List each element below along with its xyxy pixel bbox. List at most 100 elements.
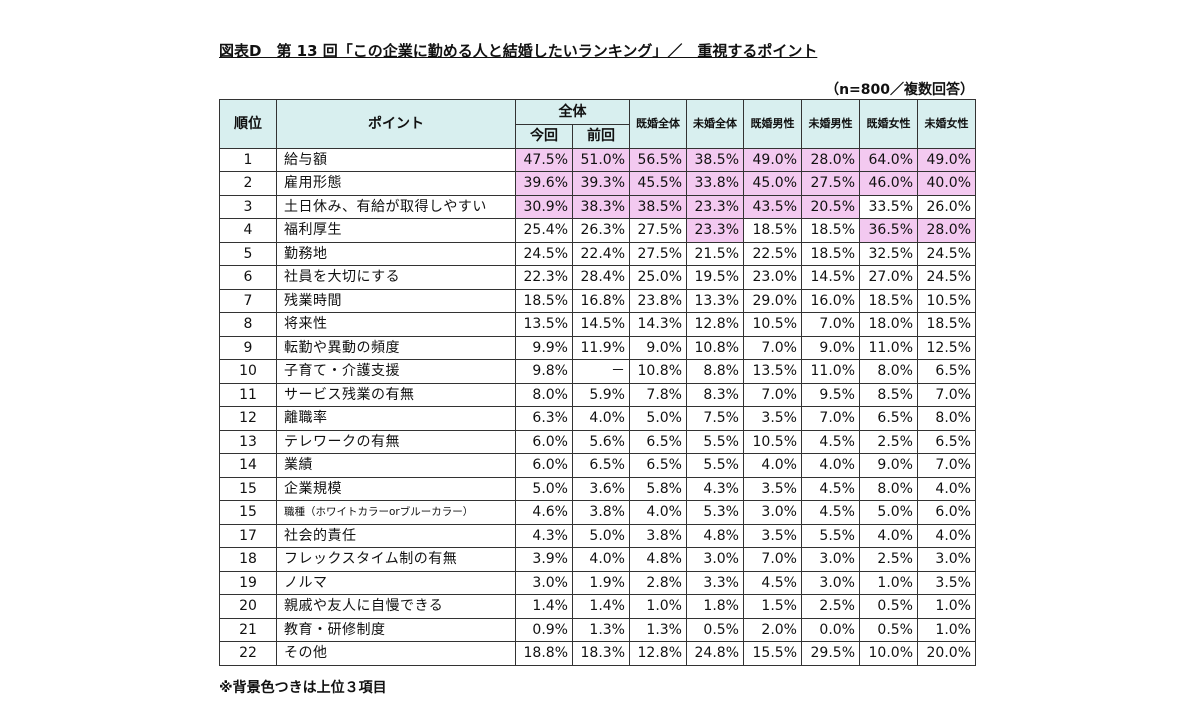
value-cell: 18.5% — [743, 218, 802, 243]
value-cell: 2.0% — [743, 617, 802, 642]
rank-cell: 22 — [219, 641, 277, 666]
value-cell: 13.3% — [686, 288, 744, 313]
point-cell: フレックスタイム制の有無 — [276, 547, 516, 572]
value-cell: 0.5% — [859, 594, 918, 619]
table-row: 7 残業時間 18.5% 16.8% 23.8% 13.3% 29.0% 16.0% 18.5%… — [219, 288, 976, 313]
value-cell: 9.0% — [629, 335, 687, 360]
value-cell: 40.0% — [917, 171, 976, 196]
value-cell: 1.5% — [743, 594, 802, 619]
value-cell: 27.0% — [859, 265, 918, 290]
table-row: 14 業績 6.0% 6.5% 6.5% 5.5% 4.0% 4.0% 9.0% 7.0% — [219, 453, 976, 478]
rank-cell: 15 — [219, 500, 277, 525]
value-cell: 43.5% — [743, 194, 802, 219]
header-married-female: 既婚女性 — [859, 99, 918, 149]
value-cell: 7.0% — [801, 312, 860, 337]
value-cell: 4.6% — [515, 500, 573, 525]
rank-cell: 15 — [219, 476, 277, 501]
value-cell: 10.8% — [629, 359, 687, 384]
ranking-table-container: 順位 ポイント 全体 既婚全体 未婚全体 既婚男性 未婚男性 既婚女性 未婚女性… — [219, 99, 976, 666]
value-cell: 27.5% — [629, 218, 687, 243]
table-row: 19 ノルマ 3.0% 1.9% 2.8% 3.3% 4.5% 3.0% 1.0% 3.5% — [219, 570, 976, 595]
table-row: 9 転勤や異動の頻度 9.9% 11.9% 9.0% 10.8% 7.0% 9.0% 11.0%… — [219, 335, 976, 360]
header-unmarried-female: 未婚女性 — [917, 99, 976, 149]
value-cell: 4.0% — [917, 523, 976, 548]
value-cell: 23.3% — [686, 194, 744, 219]
header-previous: 前回 — [572, 124, 630, 149]
value-cell: 24.8% — [686, 641, 744, 666]
value-cell: 7.0% — [917, 382, 976, 407]
value-cell: 6.0% — [917, 500, 976, 525]
value-cell: 13.5% — [743, 359, 802, 384]
value-cell: 5.0% — [572, 523, 630, 548]
point-cell: サービス残業の有無 — [276, 382, 516, 407]
point-cell: 転勤や異動の頻度 — [276, 335, 516, 360]
value-cell: 7.0% — [743, 335, 802, 360]
value-cell: 16.8% — [572, 288, 630, 313]
value-cell: 6.5% — [572, 453, 630, 478]
value-cell: 28.0% — [801, 147, 860, 172]
value-cell: 20.0% — [917, 641, 976, 666]
point-cell: 給与額 — [276, 147, 516, 172]
value-cell: 4.3% — [515, 523, 573, 548]
table-row: 2 雇用形態 39.6% 39.3% 45.5% 33.8% 45.0% 27.5% 46.0%… — [219, 171, 976, 196]
value-cell: 13.5% — [515, 312, 573, 337]
value-cell: 3.0% — [801, 570, 860, 595]
value-cell: 38.5% — [629, 194, 687, 219]
value-cell: 20.5% — [801, 194, 860, 219]
value-cell: 6.5% — [917, 429, 976, 454]
value-cell: 1.9% — [572, 570, 630, 595]
value-cell: 5.8% — [629, 476, 687, 501]
value-cell: 3.5% — [743, 523, 802, 548]
rank-cell: 18 — [219, 547, 277, 572]
table-row: 5 勤務地 24.5% 22.4% 27.5% 21.5% 22.5% 18.5% 32.5% 2… — [219, 241, 976, 266]
value-cell: 32.5% — [859, 241, 918, 266]
value-cell: 0.5% — [859, 617, 918, 642]
value-cell: 4.5% — [801, 429, 860, 454]
value-cell: 18.5% — [859, 288, 918, 313]
value-cell: 9.8% — [515, 359, 573, 384]
value-cell: 3.5% — [917, 570, 976, 595]
rank-cell: 1 — [219, 147, 277, 172]
value-cell: 47.5% — [515, 147, 573, 172]
value-cell: 64.0% — [859, 147, 918, 172]
header-point: ポイント — [276, 99, 516, 149]
value-cell: 11.9% — [572, 335, 630, 360]
value-cell: 14.5% — [572, 312, 630, 337]
value-cell: 18.3% — [572, 641, 630, 666]
value-cell: 56.5% — [629, 147, 687, 172]
header-unmarried-all: 未婚全体 — [686, 99, 744, 149]
rank-cell: 14 — [219, 453, 277, 478]
header-overall: 全体 — [515, 99, 630, 125]
value-cell: 4.8% — [629, 547, 687, 572]
value-cell: 25.4% — [515, 218, 573, 243]
point-cell: 将来性 — [276, 312, 516, 337]
value-cell: 49.0% — [917, 147, 976, 172]
value-cell: 2.5% — [859, 429, 918, 454]
point-cell: 親戚や友人に自慢できる — [276, 594, 516, 619]
value-cell: 23.0% — [743, 265, 802, 290]
table-row: 20 親戚や友人に自慢できる 1.4% 1.4% 1.0% 1.8% 1.5% 2.5% 0.5… — [219, 594, 976, 619]
value-cell: 8.5% — [859, 382, 918, 407]
value-cell: 3.8% — [572, 500, 630, 525]
value-cell: 9.0% — [801, 335, 860, 360]
value-cell: 4.0% — [917, 476, 976, 501]
value-cell: 4.0% — [572, 547, 630, 572]
rank-cell: 21 — [219, 617, 277, 642]
table-row: 8 将来性 13.5% 14.5% 14.3% 12.8% 10.5% 7.0% 18.0% 18… — [219, 312, 976, 337]
value-cell: 5.3% — [686, 500, 744, 525]
value-cell: 0.9% — [515, 617, 573, 642]
point-cell: 業績 — [276, 453, 516, 478]
value-cell: 33.8% — [686, 171, 744, 196]
value-cell: 18.5% — [515, 288, 573, 313]
value-cell: 3.0% — [917, 547, 976, 572]
value-cell: 16.0% — [801, 288, 860, 313]
value-cell: － — [572, 359, 630, 384]
point-cell: 勤務地 — [276, 241, 516, 266]
value-cell: 3.0% — [686, 547, 744, 572]
value-cell: 27.5% — [629, 241, 687, 266]
rank-cell: 17 — [219, 523, 277, 548]
value-cell: 46.0% — [859, 171, 918, 196]
value-cell: 30.9% — [515, 194, 573, 219]
value-cell: 10.5% — [743, 429, 802, 454]
rank-cell: 3 — [219, 194, 277, 219]
